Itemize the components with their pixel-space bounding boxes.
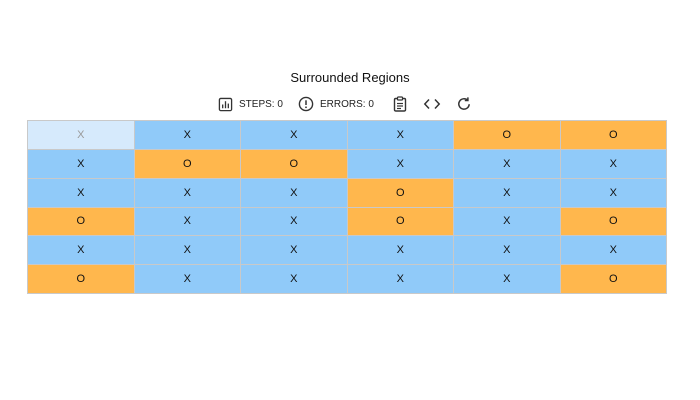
board-cell[interactable]: X: [134, 236, 240, 265]
board-cell[interactable]: X: [347, 121, 453, 149]
board-cell[interactable]: X: [28, 149, 134, 178]
board-cell[interactable]: O: [241, 149, 347, 178]
board-cell[interactable]: X: [241, 265, 347, 293]
clipboard-button[interactable]: [392, 95, 408, 113]
board-cell[interactable]: X: [134, 265, 240, 293]
board-cell[interactable]: O: [134, 149, 240, 178]
board-cell[interactable]: O: [560, 265, 666, 293]
board-cell[interactable]: O: [28, 207, 134, 236]
errors-counter[interactable]: ERRORS: 0: [298, 95, 374, 113]
board-cell[interactable]: X: [454, 178, 560, 207]
board-cell[interactable]: X: [241, 236, 347, 265]
board-cell[interactable]: O: [560, 121, 666, 149]
alert-circle-icon: [298, 96, 314, 112]
board-cell[interactable]: X: [454, 236, 560, 265]
page-title: Surrounded Regions: [290, 70, 410, 85]
reset-button[interactable]: [456, 95, 472, 113]
steps-label: STEPS: 0: [239, 98, 283, 110]
board-cell[interactable]: X: [134, 207, 240, 236]
code-button[interactable]: [423, 95, 441, 113]
board-cell[interactable]: X: [134, 178, 240, 207]
board-cell[interactable]: X: [241, 121, 347, 149]
refresh-icon: [456, 96, 472, 112]
board-cell[interactable]: O: [28, 265, 134, 293]
board-cell[interactable]: O: [347, 207, 453, 236]
board-cell[interactable]: X: [28, 236, 134, 265]
board-cell[interactable]: X: [347, 265, 453, 293]
board-cell[interactable]: X: [347, 149, 453, 178]
board-cell[interactable]: X: [347, 236, 453, 265]
board-cell[interactable]: O: [454, 121, 560, 149]
board-cell[interactable]: O: [347, 178, 453, 207]
board-cell[interactable]: X: [28, 121, 134, 149]
errors-label: ERRORS: 0: [320, 98, 374, 110]
board-cell[interactable]: X: [560, 178, 666, 207]
board-cell[interactable]: X: [454, 149, 560, 178]
board-cell[interactable]: X: [560, 149, 666, 178]
board-cell[interactable]: X: [28, 178, 134, 207]
code-icon: [423, 96, 441, 112]
board-cell[interactable]: X: [454, 265, 560, 293]
board-cell[interactable]: X: [241, 178, 347, 207]
board-cell[interactable]: O: [560, 207, 666, 236]
board-cell[interactable]: X: [241, 207, 347, 236]
steps-counter[interactable]: STEPS: 0: [218, 95, 283, 113]
board-cell[interactable]: X: [454, 207, 560, 236]
board-cell[interactable]: X: [560, 236, 666, 265]
clipboard-icon: [392, 96, 408, 112]
toolbar: STEPS: 0 ERRORS: 0: [0, 95, 700, 113]
bar-chart-icon: [218, 97, 233, 112]
board-cell[interactable]: X: [134, 121, 240, 149]
